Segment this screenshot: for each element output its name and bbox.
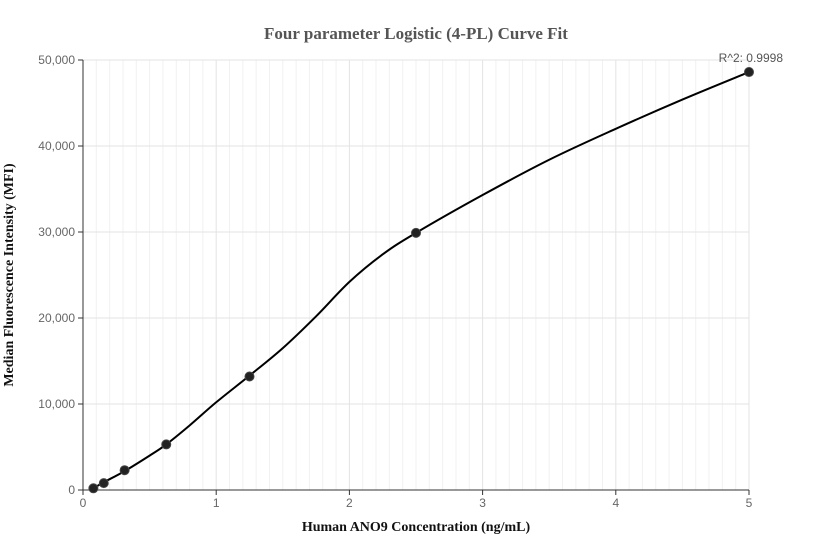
chart-title: Four parameter Logistic (4-PL) Curve Fit bbox=[264, 24, 568, 43]
data-points bbox=[88, 67, 754, 494]
fit-curve-line bbox=[92, 71, 750, 490]
x-tick-label: 1 bbox=[213, 496, 220, 510]
r-squared-annotation: R^2: 0.9998 bbox=[719, 51, 784, 65]
data-point bbox=[161, 439, 172, 450]
data-point bbox=[411, 227, 421, 238]
y-tick-label: 40,000 bbox=[38, 139, 75, 153]
data-point bbox=[119, 465, 130, 476]
data-point bbox=[88, 483, 99, 494]
y-tick-label: 0 bbox=[68, 483, 75, 497]
data-point bbox=[98, 478, 109, 489]
y-tick-label: 20,000 bbox=[38, 311, 75, 325]
y-tick-label: 50,000 bbox=[38, 53, 75, 67]
y-tick-label: 10,000 bbox=[38, 397, 75, 411]
x-tick-label: 3 bbox=[479, 496, 486, 510]
y-axis-label: Median Fluorescence Intensity (MFI) bbox=[2, 163, 17, 387]
x-tick-label: 2 bbox=[346, 496, 353, 510]
x-tick-label: 4 bbox=[612, 496, 619, 510]
x-tick-label: 5 bbox=[746, 496, 753, 510]
y-tick-label: 30,000 bbox=[38, 225, 75, 239]
axes bbox=[78, 59, 750, 495]
tick-labels: 0 10,000 20,000 30,000 40,000 50,000 0 1 2 3 4 5 bbox=[38, 53, 752, 510]
data-point bbox=[744, 67, 754, 78]
data-point bbox=[244, 371, 255, 382]
x-axis-label: Human ANO9 Concentration (ng/mL) bbox=[302, 520, 531, 535]
x-tick-label: 0 bbox=[80, 496, 87, 510]
grid bbox=[83, 59, 750, 490]
